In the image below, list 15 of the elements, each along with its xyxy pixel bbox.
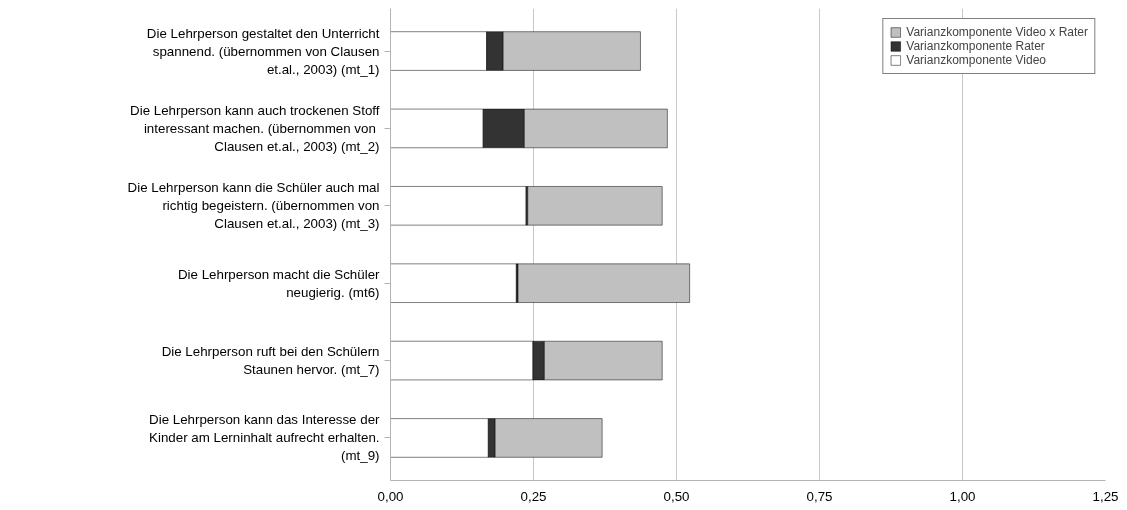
x-tick-label: 0,25 xyxy=(520,488,547,504)
x-tick-label: 0,50 xyxy=(663,488,690,504)
legend-label: Varianzkomponente Rater xyxy=(906,39,1045,53)
y-tick-label: Die Lehrperson ruft bei den Schülern Staunen hervor. (mt_7) xyxy=(161,344,380,378)
y-tick-label: Die Lehrperson kann auch trockenen Stoff interessant machen. (übernommen von Clausen et.al., 2003) (mt_2) xyxy=(130,102,380,154)
x-tick-label: 0,75 xyxy=(806,488,833,504)
legend-label: Varianzkomponente Video x Rater xyxy=(906,25,1088,39)
x-tick-label: 1,25 xyxy=(1092,488,1119,504)
x-tick-label: 0,00 xyxy=(377,488,404,504)
y-tick-label: Die Lehrperson kann die Schüler auch mal richtig begeistern. (übernommen von Clausen et.al., 2003) (mt_3) xyxy=(127,180,380,232)
y-tick-label: Die Lehrperson gestaltet den Unterricht spannend. (übernommen von Clausen et.al., 2003) (mt_1) xyxy=(146,25,380,77)
y-tick-label: Die Lehrperson macht die Schüler neugierig. (mt6) xyxy=(177,266,381,300)
y-tick-label: Die Lehrperson kann das Interesse der Kinder am Lerninhalt aufrecht erhalten. (mt_9) xyxy=(149,412,381,464)
x-tick-label: 1,00 xyxy=(949,488,976,504)
legend-label: Varianzkomponente Video xyxy=(906,53,1046,67)
